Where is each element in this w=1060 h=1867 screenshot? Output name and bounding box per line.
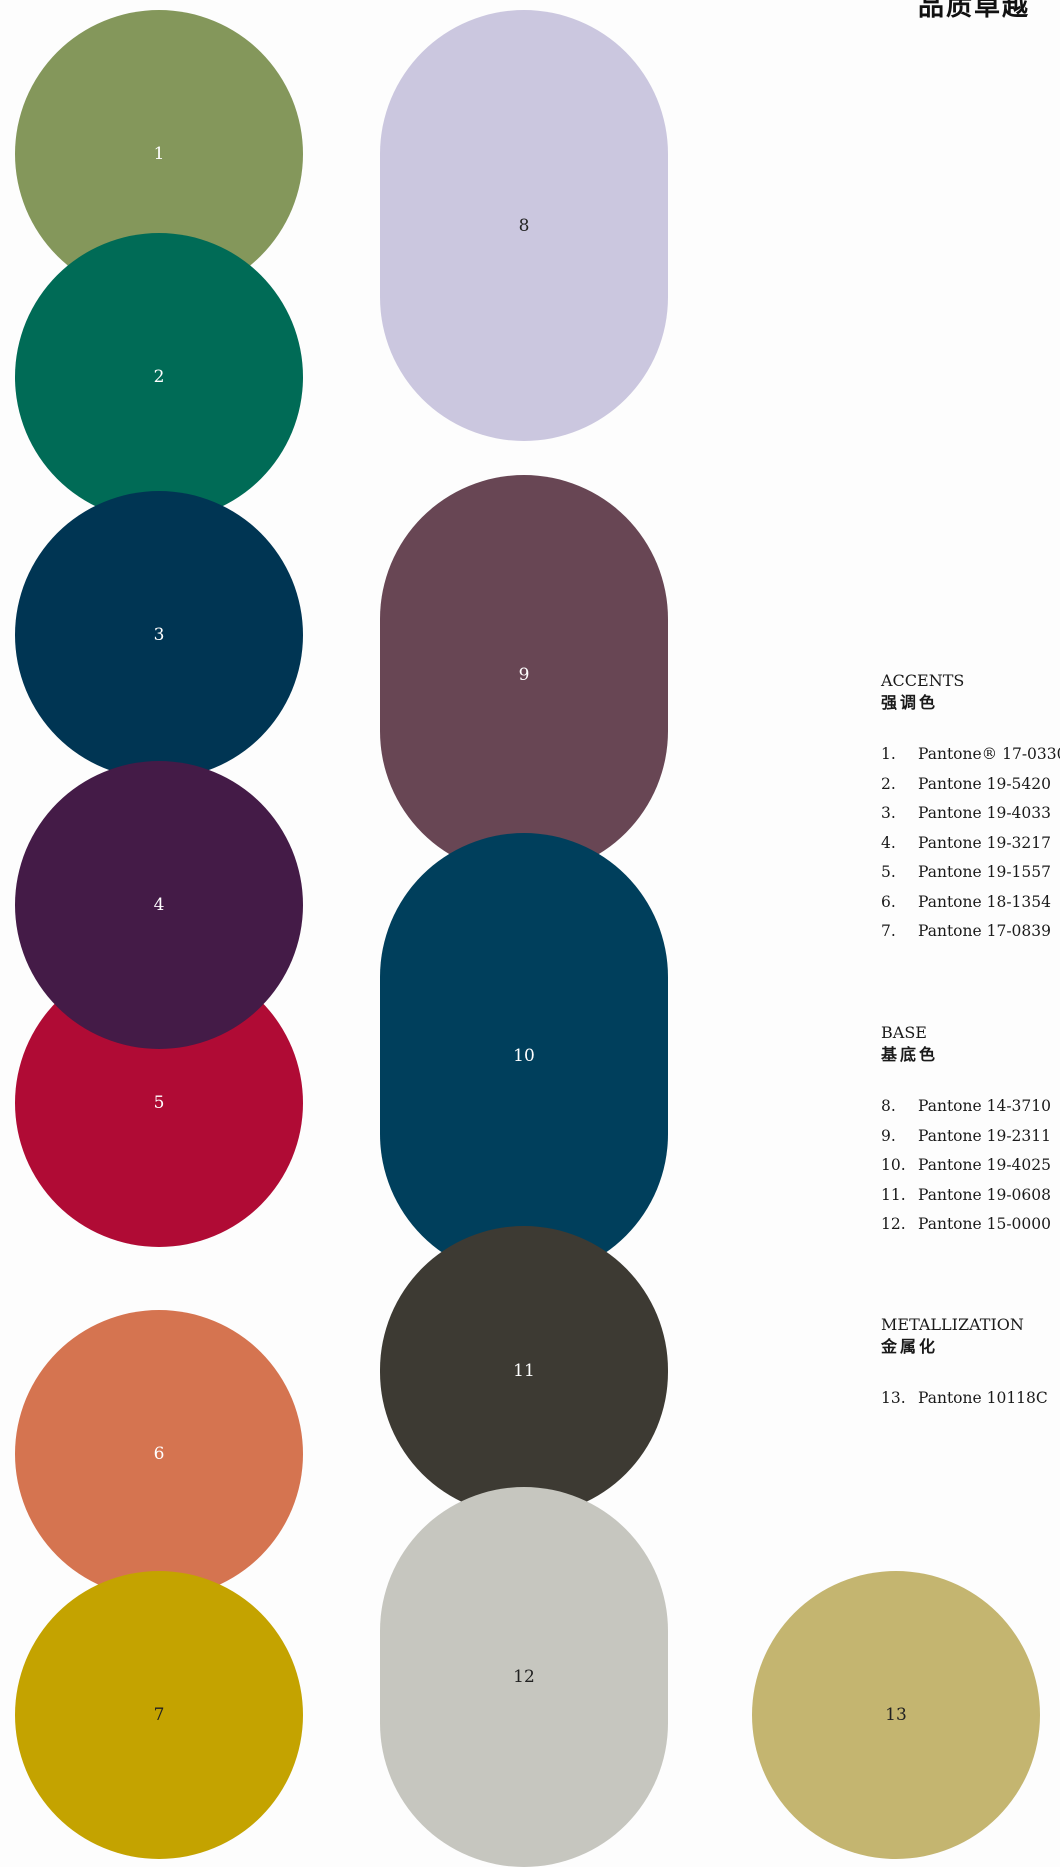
swatch-9: 9 [380,475,668,875]
item-number: 2. [881,774,896,793]
list-item: 9. Pantone 19-2311 [881,1122,1060,1152]
item-number: 10. [881,1156,906,1174]
legend-heading-cn: 强调色 [881,693,939,712]
list-item: 11. Pantone 19-0608 [881,1181,1060,1211]
list-item: 2. Pantone 19-5420 [881,770,1060,800]
list-item: 12. Pantone 15-0000 [881,1210,1060,1240]
item-number: 5. [881,863,896,881]
item-number: 12. [881,1215,906,1233]
item-number: 11. [881,1185,906,1204]
swatch-12: 12 [380,1487,668,1867]
list-item: 6. Pantone 18-1354 [881,888,1060,918]
swatch-10: 10 [380,833,668,1278]
legend-list: 8. Pantone 14-3710 9. Pantone 19-2311 10. P… [881,1092,1060,1240]
page-title: 品质卓越 [918,0,1031,22]
item-number: 9. [881,1126,896,1145]
list-item: 3. Pantone 19-4033 [881,799,1060,829]
item-number: 6. [881,892,896,911]
legend-accents: ACCENTS 强调色 1. Pantone® 17-0330 2. Pantone… [881,670,1060,947]
item-text: Pantone 14-3710 [918,1097,1052,1115]
swatch-7: 7 [15,1571,303,1859]
swatch-3: 3 [15,491,303,779]
legend-heading-cn: 基底色 [881,1045,939,1064]
swatch-8: 8 [380,10,668,441]
item-number: 4. [881,833,896,852]
legend-heading: METALLIZATION [881,1315,1024,1334]
list-item: 10. Pantone 19-4025 [881,1151,1060,1181]
item-text: Pantone 15-0000 [918,1215,1052,1233]
item-text: Pantone 19-3217 [918,833,1052,852]
list-item: 5. Pantone 19-1557 [881,858,1060,888]
legend-heading: BASE [881,1023,927,1042]
list-item: 8. Pantone 14-3710 [881,1092,1060,1122]
legend-base: BASE 基底色 8. Pantone 14-3710 9. Pantone 19-… [881,1022,1060,1240]
item-text: Pantone 18-1354 [918,892,1052,911]
item-text: Pantone 19-5420 [918,774,1052,793]
item-number: 7. [881,922,896,940]
list-item: 13. Pantone 10118C [881,1384,1060,1414]
swatch-2: 2 [15,233,303,521]
swatch-4: 4 [15,761,303,1049]
list-item: 4. Pantone 19-3217 [881,829,1060,859]
item-text: Pantone 19-4025 [918,1156,1052,1174]
swatch-6: 6 [15,1310,303,1598]
list-item: 7. Pantone 17-0839 [881,917,1060,947]
legend-heading-cn: 金属化 [881,1337,939,1356]
item-text: Pantone 19-1557 [918,863,1052,881]
item-number: 1. [881,745,896,763]
item-number: 3. [881,804,896,822]
item-text: Pantone 10118C [918,1389,1048,1407]
item-text: Pantone® 17-0330 [918,745,1060,763]
item-text: Pantone 19-4033 [918,804,1052,822]
item-number: 13. [881,1389,906,1407]
swatch-11: 11 [380,1226,668,1516]
item-text: Pantone 17-0839 [918,922,1052,940]
item-text: Pantone 19-0608 [918,1185,1052,1204]
list-item: 1. Pantone® 17-0330 [881,740,1060,770]
legend-list: 1. Pantone® 17-0330 2. Pantone 19-5420 3. P… [881,740,1060,947]
swatch-13: 13 [752,1571,1040,1859]
legend-metallization: METALLIZATION 金属化 13. Pantone 10118C [881,1314,1060,1414]
legend-heading: ACCENTS [881,671,965,690]
legend-list: 13. Pantone 10118C [881,1384,1060,1414]
item-number: 8. [881,1097,896,1115]
item-text: Pantone 19-2311 [918,1126,1052,1145]
